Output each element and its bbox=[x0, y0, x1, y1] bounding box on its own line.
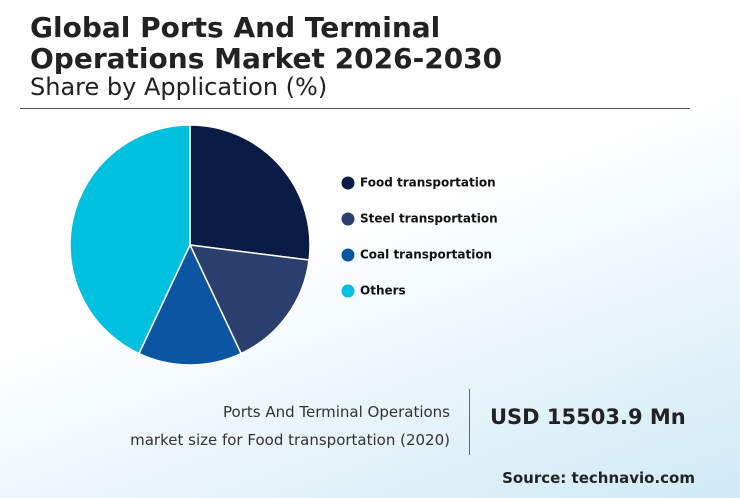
legend-label: Others bbox=[360, 284, 406, 298]
separator bbox=[469, 389, 470, 455]
legend-label: Coal transportation bbox=[360, 248, 492, 262]
caption-line: market size for Food transportation (202… bbox=[130, 431, 450, 449]
legend-marker bbox=[341, 248, 355, 262]
chart-subtitle: Share by Application (%) bbox=[30, 73, 328, 101]
pie-slice bbox=[137, 243, 243, 366]
pie-slice bbox=[189, 124, 311, 261]
legend-marker bbox=[341, 212, 355, 226]
chart-title: Global Ports And Terminal Operations Mar… bbox=[30, 11, 503, 75]
caption-line: Ports And Terminal Operations bbox=[223, 403, 450, 421]
pie-slice bbox=[188, 244, 310, 355]
caption: Ports And Terminal Operations market siz… bbox=[130, 398, 450, 454]
legend-label: Steel transportation bbox=[360, 212, 498, 226]
legend-label: Food transportation bbox=[360, 176, 496, 190]
legend-marker bbox=[341, 176, 355, 190]
source: Source: technavio.com bbox=[502, 469, 695, 487]
divider bbox=[20, 108, 690, 109]
legend-marker bbox=[341, 284, 355, 298]
chart: Food transportation Steel transportation C… bbox=[69, 124, 498, 366]
market-size: USD 15503.9 Mn bbox=[490, 405, 686, 429]
pie-slice bbox=[69, 124, 191, 355]
